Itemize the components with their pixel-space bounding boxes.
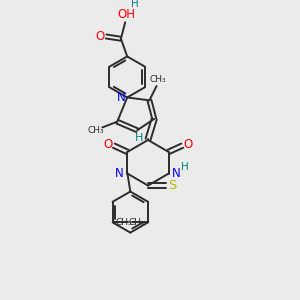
Text: CH₃: CH₃ [150, 75, 166, 84]
Text: OH: OH [118, 8, 136, 21]
Text: CH₃: CH₃ [116, 218, 132, 227]
Text: O: O [184, 138, 193, 151]
Text: O: O [103, 138, 112, 151]
Text: O: O [95, 30, 104, 43]
Text: CH₃: CH₃ [128, 218, 145, 227]
Text: N: N [172, 167, 181, 180]
Text: H: H [181, 162, 189, 172]
Text: N: N [115, 167, 124, 180]
Text: N: N [116, 91, 125, 104]
Text: H: H [131, 0, 139, 9]
Text: H: H [135, 133, 143, 143]
Text: S: S [169, 179, 177, 192]
Text: CH₃: CH₃ [88, 126, 104, 135]
